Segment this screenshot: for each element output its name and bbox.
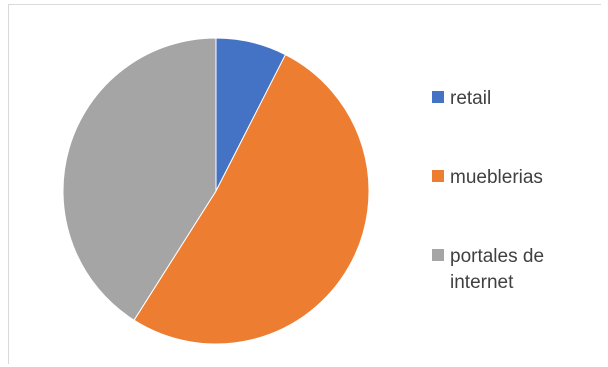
legend-swatch-mueblerias — [432, 170, 444, 182]
chart-area-crop — [9, 345, 608, 367]
legend-swatch-portales-de-internet — [432, 249, 444, 261]
pie-slice-portales-de-internet — [62, 37, 217, 321]
pie-slice-mueblerias — [133, 54, 370, 345]
legend-item-retail: retail — [432, 86, 578, 112]
legend-label-retail: retail — [450, 88, 492, 109]
legend-item-mueblerias: mueblerias — [432, 165, 578, 191]
legend-label-mueblerias: mueblerias — [450, 167, 543, 188]
legend-item-portales-de-internet: portales de internet — [432, 244, 578, 296]
legend-swatch-retail — [432, 91, 444, 103]
legend-label-portales-de-internet: portales de internet — [450, 246, 545, 293]
pie-slices — [62, 37, 370, 345]
chart-area-crop-right — [601, 0, 608, 367]
